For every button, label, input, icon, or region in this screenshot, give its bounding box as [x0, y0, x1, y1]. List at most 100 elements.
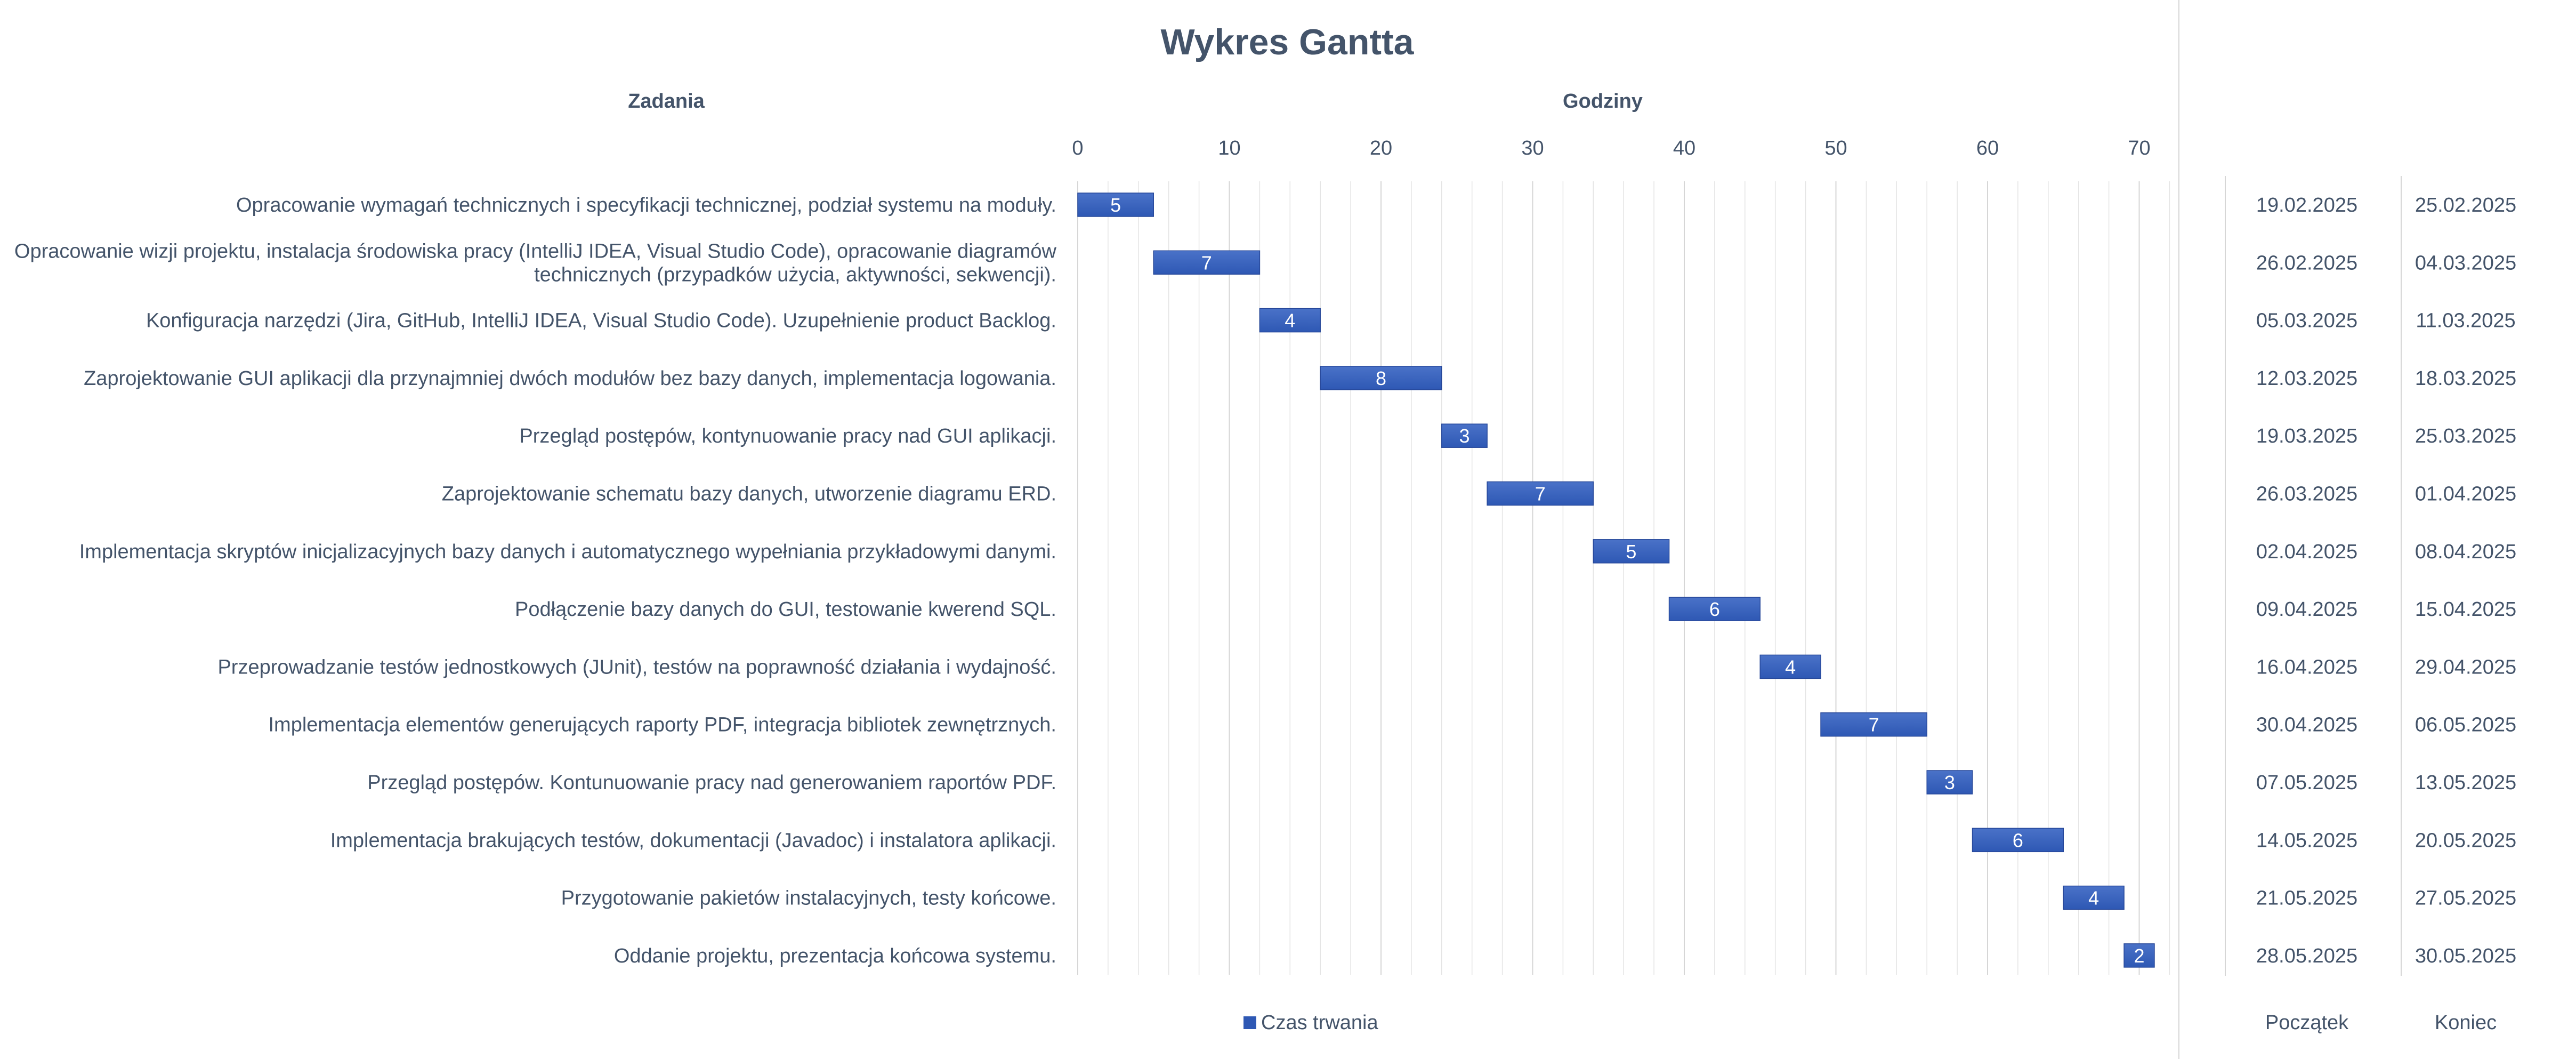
- task-label-line: Implementacja elementów generujących rap…: [269, 714, 1057, 736]
- chart-title: Wykres Gantta: [1161, 22, 1415, 62]
- task-label-line: Implementacja skryptów inicjalizacyjnych…: [79, 541, 1056, 563]
- start-date: 26.03.2025: [2256, 483, 2357, 506]
- task-label: Oddanie projektu, prezentacja końcowa sy…: [614, 945, 1056, 967]
- task-label-line: Zaprojektowanie GUI aplikacji dla przyna…: [84, 367, 1056, 390]
- task-bar: [1077, 192, 1154, 217]
- task-label: Przeprowadzanie testów jednostkowych (JU…: [217, 656, 1056, 678]
- task-label: Implementacja brakujących testów, dokume…: [330, 829, 1056, 852]
- start-date: 05.03.2025: [2256, 310, 2357, 332]
- task-label: Opracowanie wizji projektu, instalacja ś…: [14, 240, 1057, 286]
- task-label-line: Przegląd postępów, kontynuowanie pracy n…: [519, 425, 1056, 447]
- end-date: 06.05.2025: [2415, 714, 2516, 736]
- end-date: 20.05.2025: [2415, 829, 2516, 852]
- task-bar: [1593, 539, 1670, 564]
- end-column-label: Koniec: [2435, 1012, 2497, 1034]
- task-label-line: Oddanie projektu, prezentacja końcowa sy…: [614, 945, 1056, 967]
- end-date: 25.02.2025: [2415, 194, 2516, 216]
- start-date: 30.04.2025: [2256, 714, 2357, 736]
- task-label-line: Przygotowanie pakietów instalacyjnych, t…: [561, 887, 1056, 910]
- start-date: 26.02.2025: [2256, 252, 2357, 274]
- task-label: Opracowanie wymagań technicznych i specy…: [236, 194, 1056, 216]
- end-date: 11.03.2025: [2416, 310, 2515, 332]
- task-bar: [1759, 654, 1821, 679]
- task-bar: [1668, 597, 1761, 621]
- task-label-line: Konfiguracja narzędzi (Jira, GitHub, Int…: [146, 310, 1056, 332]
- x-tick-label: 20: [1370, 137, 1392, 159]
- start-date: 02.04.2025: [2256, 541, 2357, 563]
- bar-value-label: 4: [1285, 310, 1295, 332]
- task-label-line: Opracowanie wizji projektu, instalacja ś…: [14, 240, 1057, 262]
- tasks-header: Zadania: [628, 90, 705, 113]
- bar-value-label: 7: [1535, 483, 1546, 505]
- start-date: 16.04.2025: [2256, 656, 2357, 678]
- task-label: Implementacja skryptów inicjalizacyjnych…: [79, 541, 1056, 563]
- bar-value-label: 5: [1626, 541, 1636, 563]
- x-tick-label: 70: [2128, 137, 2150, 159]
- start-date: 19.02.2025: [2256, 194, 2357, 216]
- bar-value-label: 3: [1459, 425, 1469, 447]
- start-date: 12.03.2025: [2256, 367, 2357, 390]
- bar-value-label: 7: [1201, 252, 1212, 274]
- task-label-line: Przegląd postępów. Kontunuowanie pracy n…: [367, 772, 1056, 794]
- end-date: 27.05.2025: [2415, 887, 2516, 910]
- task-label: Zaprojektowanie schematu bazy danych, ut…: [442, 483, 1056, 506]
- task-label: Przegląd postępów, kontynuowanie pracy n…: [519, 425, 1056, 447]
- legend-swatch: [1243, 1016, 1256, 1029]
- start-date: 21.05.2025: [2256, 887, 2357, 910]
- task-label-line: Implementacja brakujących testów, dokume…: [330, 829, 1056, 852]
- x-tick-label: 40: [1673, 137, 1695, 159]
- x-tick-label: 30: [1521, 137, 1544, 159]
- task-bar: [2123, 943, 2155, 968]
- task-bar: [1926, 770, 1973, 795]
- end-date: 18.03.2025: [2415, 367, 2516, 390]
- task-label: Zaprojektowanie GUI aplikacji dla przyna…: [84, 367, 1056, 390]
- bar-value-label: 6: [1709, 598, 1720, 620]
- bar-value-label: 6: [2013, 829, 2023, 851]
- task-label-line: Opracowanie wymagań technicznych i specy…: [236, 194, 1056, 216]
- task-bar: [1259, 308, 1321, 333]
- task-label-line: Podłączenie bazy danych do GUI, testowan…: [515, 598, 1056, 621]
- bar-value-label: 2: [2134, 945, 2144, 967]
- task-label-line: Przeprowadzanie testów jednostkowych (JU…: [217, 656, 1056, 678]
- legend-label: Czas trwania: [1261, 1012, 1378, 1034]
- start-date: 28.05.2025: [2256, 945, 2357, 967]
- x-tick-label: 0: [1072, 137, 1083, 159]
- task-bar: [1820, 712, 1927, 737]
- end-date: 15.04.2025: [2415, 598, 2516, 621]
- start-date: 07.05.2025: [2256, 772, 2357, 794]
- task-label: Przygotowanie pakietów instalacyjnych, t…: [561, 887, 1056, 910]
- bar-value-label: 3: [1944, 772, 1955, 793]
- bar-value-label: 8: [1376, 367, 1386, 389]
- x-axis-title: Godziny: [1563, 90, 1643, 113]
- bar-value-label: 5: [1110, 194, 1121, 216]
- end-date: 30.05.2025: [2415, 945, 2516, 967]
- task-bar: [1487, 481, 1594, 506]
- end-date: 13.05.2025: [2415, 772, 2516, 794]
- task-bar: [1441, 423, 1488, 448]
- bar-value-label: 7: [1869, 714, 1879, 736]
- task-label-line: technicznych (przypadków użycia, aktywno…: [534, 263, 1056, 286]
- task-label: Implementacja elementów generujących rap…: [269, 714, 1057, 736]
- start-date: 09.04.2025: [2256, 598, 2357, 621]
- end-date: 29.04.2025: [2415, 656, 2516, 678]
- task-bar: [1320, 366, 1442, 390]
- bar-value-label: 4: [1785, 656, 1796, 678]
- task-label: Konfiguracja narzędzi (Jira, GitHub, Int…: [146, 310, 1056, 332]
- end-date: 01.04.2025: [2415, 483, 2516, 506]
- start-date: 19.03.2025: [2256, 425, 2357, 447]
- task-label: Podłączenie bazy danych do GUI, testowan…: [515, 598, 1056, 621]
- task-label-line: Zaprojektowanie schematu bazy danych, ut…: [442, 483, 1056, 506]
- start-date: 14.05.2025: [2256, 829, 2357, 852]
- task-bar: [1153, 250, 1261, 275]
- x-tick-label: 60: [1976, 137, 1999, 159]
- task-bar: [1972, 828, 2064, 853]
- x-tick-label: 10: [1218, 137, 1240, 159]
- end-date: 25.03.2025: [2415, 425, 2516, 447]
- x-tick-label: 50: [1824, 137, 1847, 159]
- end-date: 04.03.2025: [2415, 252, 2516, 274]
- task-label: Przegląd postępów. Kontunuowanie pracy n…: [367, 772, 1056, 794]
- end-date: 08.04.2025: [2415, 541, 2516, 563]
- task-bar: [2063, 885, 2125, 910]
